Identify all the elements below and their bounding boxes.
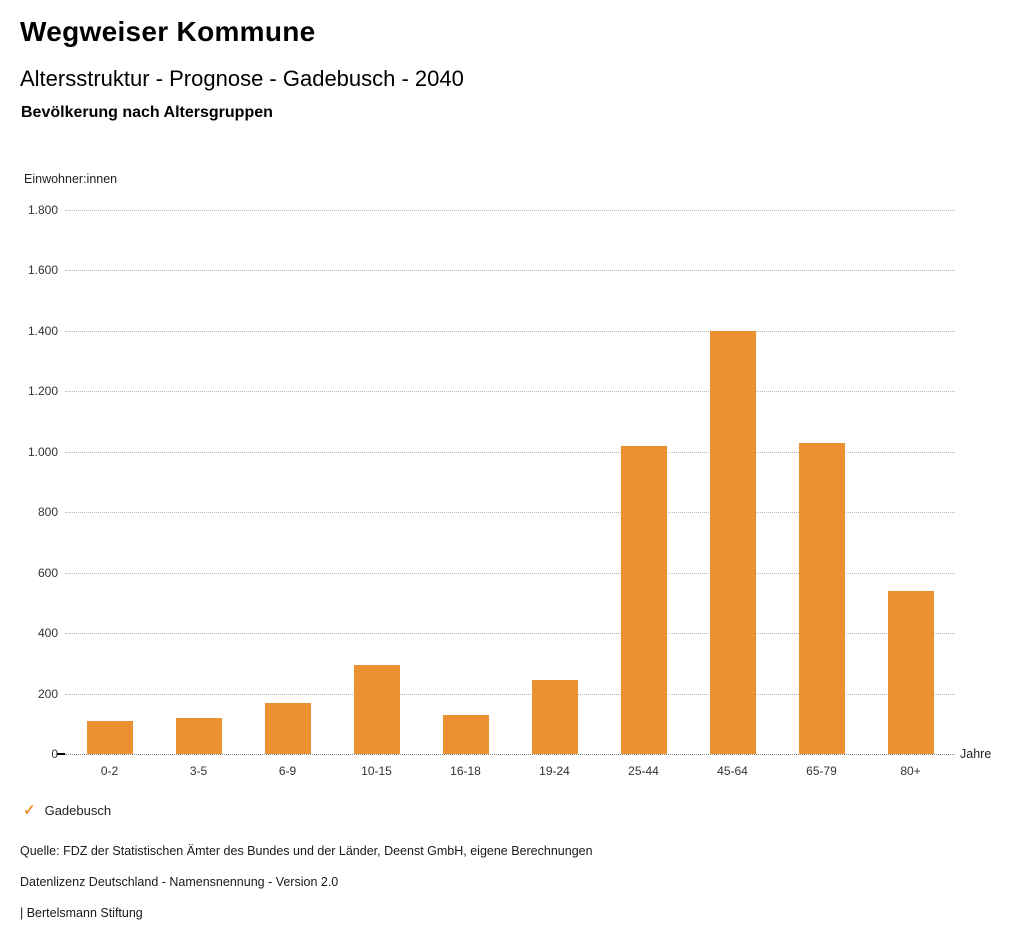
attribution-text: | Bertelsmann Stiftung xyxy=(20,906,143,920)
bar-80+[interactable] xyxy=(887,590,934,754)
y-tick-label: 600 xyxy=(37,565,58,580)
bar-19-24[interactable] xyxy=(531,679,578,754)
page-title: Wegweiser Kommune xyxy=(20,16,316,47)
check-icon: ✓ xyxy=(23,802,36,819)
y-tick-label: 1.800 xyxy=(27,203,58,217)
x-tick-label: 0-2 xyxy=(100,764,119,778)
gridline xyxy=(65,512,955,514)
bar-25-44[interactable] xyxy=(620,445,667,754)
gridline xyxy=(65,572,955,574)
y-tick-label: 1.400 xyxy=(27,323,58,338)
gridline xyxy=(65,693,955,695)
y-tick-label: 200 xyxy=(37,686,58,701)
legend-label: Gadebusch xyxy=(44,803,112,818)
y-tick-label: 800 xyxy=(37,505,58,520)
source-text: Quelle: FDZ der Statistischen Ämter des … xyxy=(20,844,593,858)
x-axis-title: Jahre xyxy=(960,747,992,761)
x-tick-label: 45-64 xyxy=(717,764,748,778)
x-tick-label: 65-79 xyxy=(806,764,837,778)
x-tick-label: 19-24 xyxy=(539,764,570,778)
gridline xyxy=(65,391,955,393)
bar-3-5[interactable] xyxy=(175,717,222,754)
bar-6-9[interactable] xyxy=(264,702,311,754)
y-axis-labels: 0 200 400 600 800 1.000 1.200 1.400 1.600 1.800 xyxy=(0,203,58,761)
y-tick-label: 1.600 xyxy=(27,263,58,278)
gridline xyxy=(65,330,955,332)
x-tick-label: 16-18 xyxy=(450,764,481,778)
bar-0-2[interactable] xyxy=(86,720,133,754)
gridline xyxy=(65,754,955,755)
x-tick-label: 6-9 xyxy=(278,764,297,778)
x-axis-labels: 0-2 3-5 6-9 10-15 16-18 19-24 25-44 45-64 65-79 8… xyxy=(65,764,955,784)
plot-area xyxy=(65,210,955,755)
gridline xyxy=(65,210,955,211)
bar-65-79[interactable] xyxy=(798,442,845,754)
page-subtitle: Altersstruktur - Prognose - Gadebusch - … xyxy=(20,66,464,91)
y-tick-label: 1.000 xyxy=(27,444,58,459)
y-tick-label: 400 xyxy=(37,626,58,641)
y-tick-label: 1.200 xyxy=(27,384,58,399)
x-tick-label: 25-44 xyxy=(628,764,659,778)
y-axis-title: Einwohner:innen xyxy=(24,172,118,186)
gridline xyxy=(65,270,955,272)
license-text: Datenlizenz Deutschland - Namensnennung … xyxy=(20,875,339,889)
x-tick-label: 80+ xyxy=(900,764,921,778)
legend-item-gadebusch[interactable]: ✓ Gadebusch xyxy=(23,803,111,818)
x-tick-label: 10-15 xyxy=(361,764,392,778)
bar-10-15[interactable] xyxy=(353,664,400,754)
bar-16-18[interactable] xyxy=(442,714,489,754)
zero-axis-tick xyxy=(57,753,65,755)
gridline xyxy=(65,633,955,635)
y-tick-label: 0 xyxy=(51,747,58,761)
gridline xyxy=(65,451,955,453)
bar-45-64[interactable] xyxy=(709,330,756,754)
chart-title: Bevölkerung nach Altersgruppen xyxy=(21,104,273,121)
x-tick-label: 3-5 xyxy=(189,764,208,778)
